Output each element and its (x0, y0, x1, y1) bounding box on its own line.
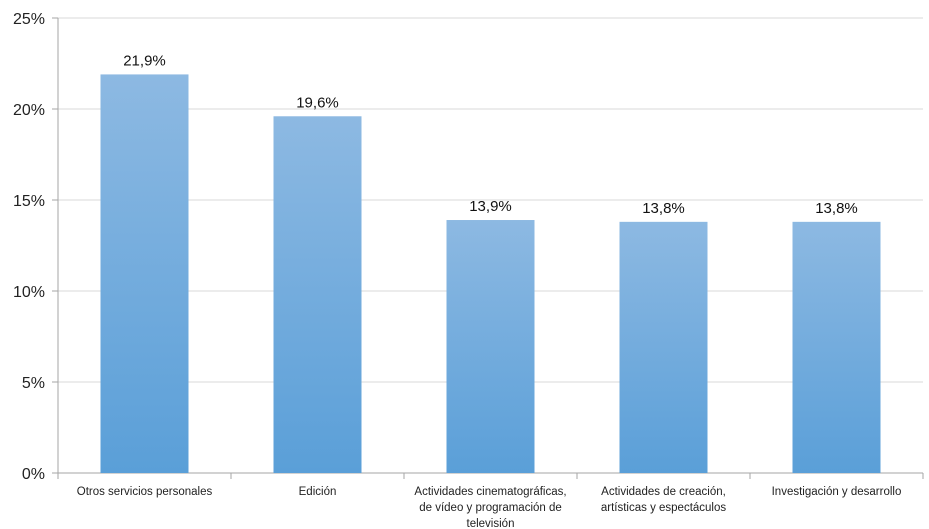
y-tick-label: 25% (13, 11, 45, 28)
x-tick-label: Actividades cinematográficas, (414, 486, 566, 498)
y-tick-label: 5% (22, 375, 45, 392)
data-label: 19,6% (296, 94, 339, 111)
labels: 0% 5% 10% 15% 20% 25% 21,9% Otros servicios per… (13, 11, 901, 529)
x-tick-label: Actividades de creación, (601, 486, 726, 498)
y-tick-label: 20% (13, 102, 45, 119)
y-tick-label: 0% (22, 466, 45, 483)
data-label: 13,8% (642, 200, 685, 217)
bar (446, 220, 535, 473)
x-tick-label: Otros servicios personales (77, 486, 213, 498)
x-tick-label: televisión (467, 518, 515, 529)
x-tick-label: de vídeo y programación de (419, 502, 562, 514)
bar (792, 221, 881, 473)
data-label: 21,9% (123, 52, 166, 69)
bar (273, 116, 362, 473)
bar (100, 74, 189, 474)
data-label: 13,9% (469, 198, 512, 215)
x-tick-label: Investigación y desarrollo (772, 486, 902, 498)
bars (100, 74, 881, 474)
y-tick-label: 15% (13, 193, 45, 210)
y-tick-label: 10% (13, 284, 45, 301)
data-label: 13,8% (815, 200, 858, 217)
bar (619, 221, 708, 473)
gridlines (58, 17, 923, 383)
x-tick-label: Edición (299, 486, 337, 498)
x-tick-label: artísticas y espectáculos (601, 502, 727, 514)
